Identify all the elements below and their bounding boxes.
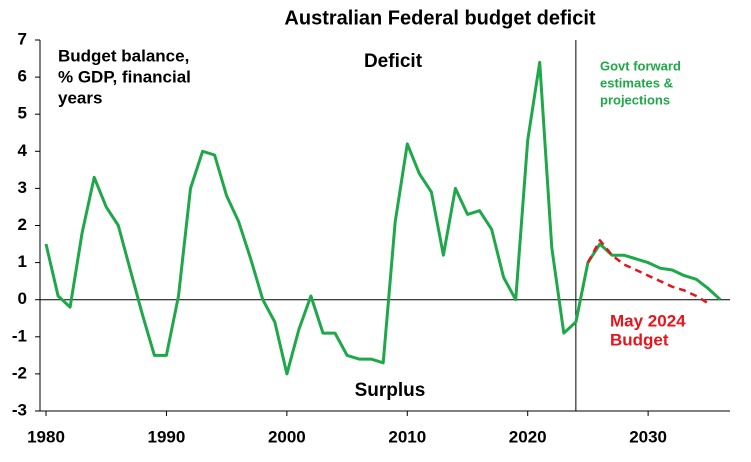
y-tick-label: 3 <box>18 178 27 197</box>
annotation: May 2024 <box>610 311 686 330</box>
y-tick-label: -1 <box>12 326 27 345</box>
annotation: Govt forward <box>600 58 681 73</box>
x-tick-label: 2010 <box>388 427 426 446</box>
x-tick-label: 2020 <box>509 427 547 446</box>
annotation: estimates & <box>600 75 673 90</box>
annotation: projections <box>600 92 670 107</box>
annotation: Deficit <box>364 51 423 72</box>
x-tick-label: 2000 <box>268 427 306 446</box>
y-tick-label: 5 <box>18 104 27 123</box>
chart-title: Australian Federal budget deficit <box>284 7 596 29</box>
x-tick-label: 1980 <box>27 427 65 446</box>
x-tick-label: 1990 <box>148 427 186 446</box>
annotation: Budget <box>610 330 669 349</box>
y-tick-label: 6 <box>18 67 27 86</box>
series-line <box>586 239 709 305</box>
y-tick-label: -2 <box>12 363 27 382</box>
annotation: % GDP, financial <box>58 67 191 86</box>
y-tick-label: 7 <box>18 29 27 48</box>
y-tick-label: 4 <box>18 141 28 160</box>
annotation: Surplus <box>355 380 426 401</box>
y-tick-label: 2 <box>18 215 27 234</box>
annotation: Budget balance, <box>58 46 189 65</box>
y-tick-label: 1 <box>18 252 27 271</box>
y-tick-label: -3 <box>12 400 27 419</box>
annotation: years <box>58 88 102 107</box>
y-tick-label: 0 <box>18 289 27 308</box>
x-tick-label: 2030 <box>629 427 667 446</box>
